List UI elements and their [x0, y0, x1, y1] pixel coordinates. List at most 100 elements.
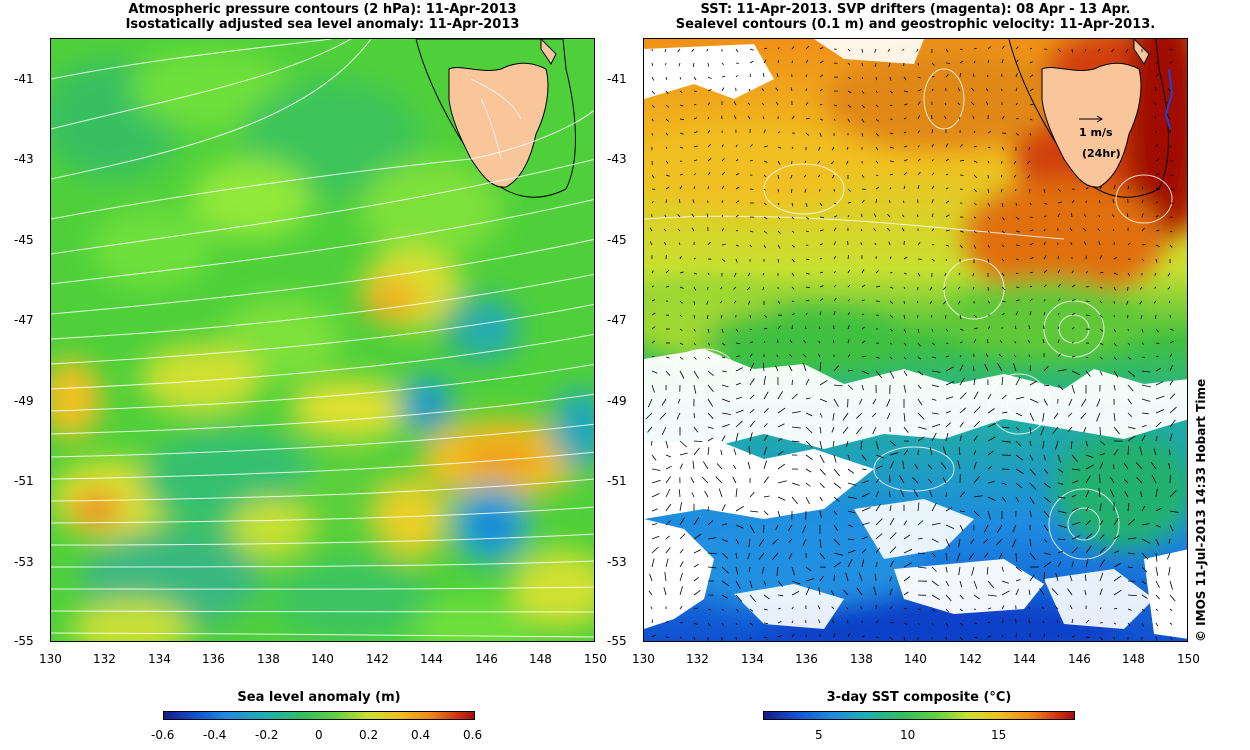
- velocity-arrow: [900, 489, 905, 498]
- velocity-arrow: [1001, 286, 1006, 291]
- velocity-arrow: [1141, 505, 1146, 512]
- velocity-arrow: [707, 426, 714, 429]
- velocity-arrow: [1057, 339, 1060, 344]
- velocity-arrow: [1057, 384, 1064, 391]
- sla-colorbar-title: Sea level anomaly (m): [237, 690, 401, 705]
- velocity-arrow: [903, 286, 906, 290]
- velocity-arrow: [819, 298, 824, 302]
- velocity-arrow: [1029, 271, 1033, 274]
- right-x-tick: 132: [686, 652, 709, 666]
- velocity-arrow: [973, 47, 977, 50]
- velocity-arrow: [1127, 384, 1134, 392]
- velocity-arrow: [1015, 272, 1019, 275]
- velocity-arrow: [873, 213, 877, 218]
- velocity-arrow: [763, 391, 769, 400]
- velocity-arrow: [651, 558, 655, 568]
- velocity-arrow: [1155, 328, 1159, 333]
- velocity-arrow: [945, 355, 950, 358]
- velocity-arrow: [1141, 258, 1145, 262]
- velocity-arrow: [735, 200, 740, 204]
- velocity-arrow: [903, 342, 907, 346]
- velocity-arrow: [665, 370, 671, 376]
- velocity-arrow: [973, 327, 978, 330]
- velocity-arrow: [861, 507, 871, 512]
- velocity-arrow: [679, 314, 682, 317]
- velocity-arrow: [1043, 398, 1048, 406]
- velocity-arrow: [1043, 228, 1046, 232]
- velocity-arrow: [875, 174, 879, 176]
- velocity-arrow: [958, 447, 961, 456]
- velocity-arrow: [693, 131, 698, 134]
- left-x-tick: 138: [257, 652, 280, 666]
- velocity-arrow: [819, 229, 824, 232]
- velocity-arrow: [818, 174, 821, 178]
- velocity-arrow: [944, 272, 947, 276]
- velocity-arrow: [984, 552, 989, 558]
- velocity-arrow: [1080, 398, 1087, 407]
- velocity-arrow: [791, 272, 795, 277]
- velocity-arrow: [747, 272, 751, 277]
- velocity-arrow: [791, 393, 798, 400]
- velocity-arrow: [889, 199, 891, 204]
- velocity-arrow: [1015, 202, 1018, 207]
- velocity-arrow: [958, 272, 961, 276]
- velocity-arrow: [679, 622, 683, 624]
- velocity-arrow: [1057, 369, 1067, 372]
- velocity-arrow: [763, 460, 767, 470]
- velocity-arrow: [987, 635, 991, 638]
- sea-level-anomaly-map[interactable]: [50, 38, 595, 642]
- velocity-arrow: [749, 491, 755, 498]
- cloud-mask: [644, 39, 1187, 639]
- velocity-arrow: [732, 476, 737, 484]
- velocity-arrow: [650, 606, 653, 610]
- velocity-arrow: [665, 558, 669, 568]
- left-y-tick: -47: [14, 313, 34, 327]
- velocity-arrow: [833, 562, 841, 568]
- velocity-arrow: [959, 524, 964, 532]
- velocity-arrow: [1057, 561, 1062, 568]
- velocity-arrow: [833, 510, 838, 515]
- velocity-arrow: [916, 48, 919, 53]
- velocity-arrow: [763, 244, 767, 249]
- velocity-arrow: [805, 258, 810, 261]
- velocity-arrow: [702, 461, 709, 470]
- velocity-arrow: [791, 633, 795, 638]
- velocity-arrow: [958, 538, 961, 548]
- velocity-arrow: [1028, 589, 1031, 596]
- velocity-arrow: [903, 117, 907, 120]
- velocity-arrow: [945, 258, 947, 262]
- velocity-arrow: [861, 480, 869, 484]
- velocity-arrow: [973, 580, 978, 590]
- velocity-arrow: [651, 90, 655, 95]
- velocity-arrow: [693, 563, 699, 568]
- velocity-arrow: [903, 314, 906, 319]
- velocity-arrow: [1154, 116, 1157, 120]
- velocity-arrow: [1155, 48, 1158, 51]
- sst-composite-map[interactable]: 1 m/s (24hr): [643, 38, 1188, 642]
- velocity-arrow: [1015, 299, 1020, 302]
- velocity-arrow: [679, 549, 684, 554]
- velocity-arrow: [931, 552, 936, 557]
- velocity-arrow: [651, 355, 655, 358]
- velocity-arrow: [735, 566, 739, 575]
- velocity-arrow: [777, 607, 781, 610]
- velocity-arrow: [903, 328, 907, 333]
- velocity-arrow: [1071, 635, 1075, 638]
- velocity-arrow: [1113, 356, 1117, 361]
- velocity-arrow: [651, 479, 661, 484]
- velocity-arrow: [847, 325, 850, 330]
- velocity-arrow: [707, 608, 712, 611]
- sla-colorbar-tick: -0.6: [151, 728, 175, 742]
- velocity-arrow: [845, 440, 849, 448]
- velocity-arrow: [735, 622, 738, 626]
- velocity-arrow: [721, 158, 725, 162]
- velocity-arrow: [917, 426, 927, 430]
- velocity-arrow: [818, 619, 821, 624]
- velocity-arrow: [1155, 622, 1159, 627]
- velocity-arrow: [1071, 284, 1076, 288]
- velocity-arrow: [917, 342, 921, 347]
- velocity-arrow: [1099, 255, 1103, 260]
- right-y-tick: -53: [607, 555, 627, 569]
- velocity-arrow: [987, 580, 995, 589]
- velocity-arrow: [1099, 314, 1103, 318]
